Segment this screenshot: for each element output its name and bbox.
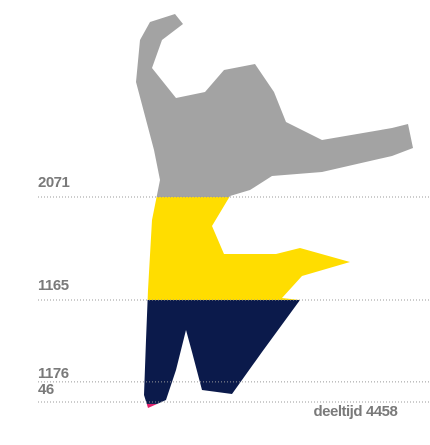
figure (136, 14, 413, 408)
segment-label: 2071 (38, 174, 70, 191)
segment-label: 1165 (38, 277, 69, 294)
segment (136, 299, 413, 404)
segment-label: 46 (38, 381, 54, 398)
total-label: deeltijd (313, 403, 362, 420)
segment (136, 197, 413, 300)
segment (136, 14, 413, 198)
segment-label: 1176 (38, 365, 69, 382)
total: 4458 (366, 403, 398, 420)
